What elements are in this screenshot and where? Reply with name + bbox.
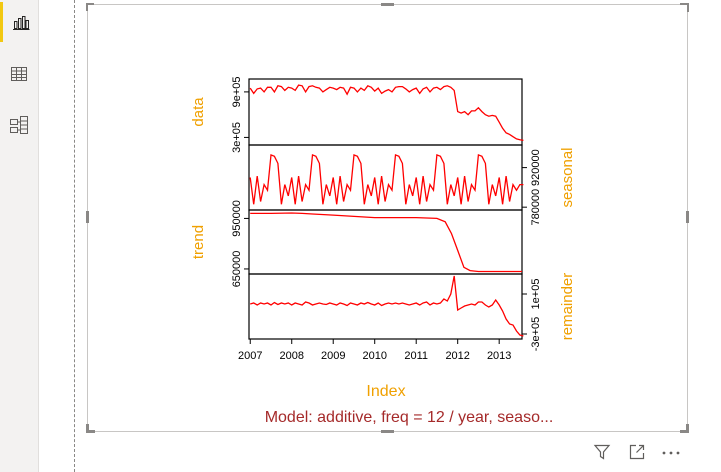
resize-handle-left[interactable]: [86, 211, 89, 223]
data-y-tick-label: 3e+05: [231, 122, 243, 153]
trend-panel-label: trend: [190, 225, 207, 259]
x-tick-label: 2010: [362, 350, 386, 362]
resize-handle-bottom[interactable]: [381, 430, 394, 433]
data-view-button[interactable]: [0, 54, 38, 94]
focus-mode-icon: [629, 444, 645, 460]
resize-handle-top-right-v[interactable]: [687, 3, 689, 12]
model-view-button[interactable]: [0, 105, 38, 145]
sidebar: [0, 0, 39, 472]
panel-remainder: -3e+05 1e+05 remainder: [248, 273, 576, 352]
x-tick-label: 2007: [238, 350, 262, 362]
x-tick-label: 2008: [279, 350, 303, 362]
remainder-y-tick-label: 1e+05: [530, 279, 542, 310]
filter-button[interactable]: [593, 443, 611, 466]
page-boundary: [74, 0, 75, 472]
decomposition-plot: 3e+05 9e+05 data 780000 920000 seasonal 650000…: [190, 76, 576, 426]
x-tick-label: 2012: [445, 350, 469, 362]
resize-handle-top-left-v[interactable]: [86, 3, 88, 11]
resize-handle-bottom-left[interactable]: [86, 430, 95, 433]
resize-handle-top-left[interactable]: [86, 3, 94, 5]
seasonal-series-line: [249, 153, 524, 205]
focus-mode-button[interactable]: [628, 443, 646, 466]
panel-data: 3e+05 9e+05 data: [190, 76, 524, 153]
data-panel-box: [248, 78, 523, 146]
trend-y-tick-label: 650000: [231, 251, 243, 288]
model-icon: [10, 116, 28, 134]
resize-handle-bottom-right[interactable]: [680, 430, 689, 433]
remainder-panel-label: remainder: [559, 273, 576, 341]
more-options-button[interactable]: [660, 443, 682, 466]
seasonal-panel-label: seasonal: [559, 147, 576, 207]
resize-handle-top-right[interactable]: [680, 3, 689, 5]
data-y-tick-label: 9e+05: [231, 76, 243, 107]
remainder-series-line: [250, 275, 524, 337]
report-view-button[interactable]: [0, 2, 38, 42]
filter-icon: [593, 444, 611, 460]
data-panel-label: data: [190, 97, 207, 127]
remainder-y-tick-label: -3e+05: [530, 317, 542, 352]
panel-trend: 650000 950000 trend: [190, 200, 523, 288]
x-tick-label: 2011: [404, 350, 428, 362]
more-options-icon: [662, 451, 680, 455]
resize-handle-bottom-left-v[interactable]: [86, 424, 89, 433]
trend-y-tick-label: 950000: [231, 200, 243, 237]
x-axis-label: Index: [366, 383, 405, 400]
x-tick-label: 2009: [321, 350, 345, 362]
model-caption: Model: additive, freq = 12 / year, seaso…: [265, 409, 554, 426]
seasonal-y-tick-label: 920000: [530, 149, 542, 186]
seasonal-y-tick-label: 780000: [530, 189, 542, 226]
bar-chart-icon: [12, 16, 29, 30]
table-icon: [11, 67, 27, 81]
trend-series-line: [250, 212, 522, 273]
resize-handle-bottom-right-v[interactable]: [686, 424, 689, 433]
remainder-panel-box: [248, 273, 523, 340]
x-tick-label: 2013: [487, 350, 511, 362]
resize-handle-top[interactable]: [381, 3, 394, 6]
resize-handle-right[interactable]: [686, 211, 689, 223]
data-series-line: [249, 84, 524, 142]
trend-panel-box: [248, 209, 523, 275]
